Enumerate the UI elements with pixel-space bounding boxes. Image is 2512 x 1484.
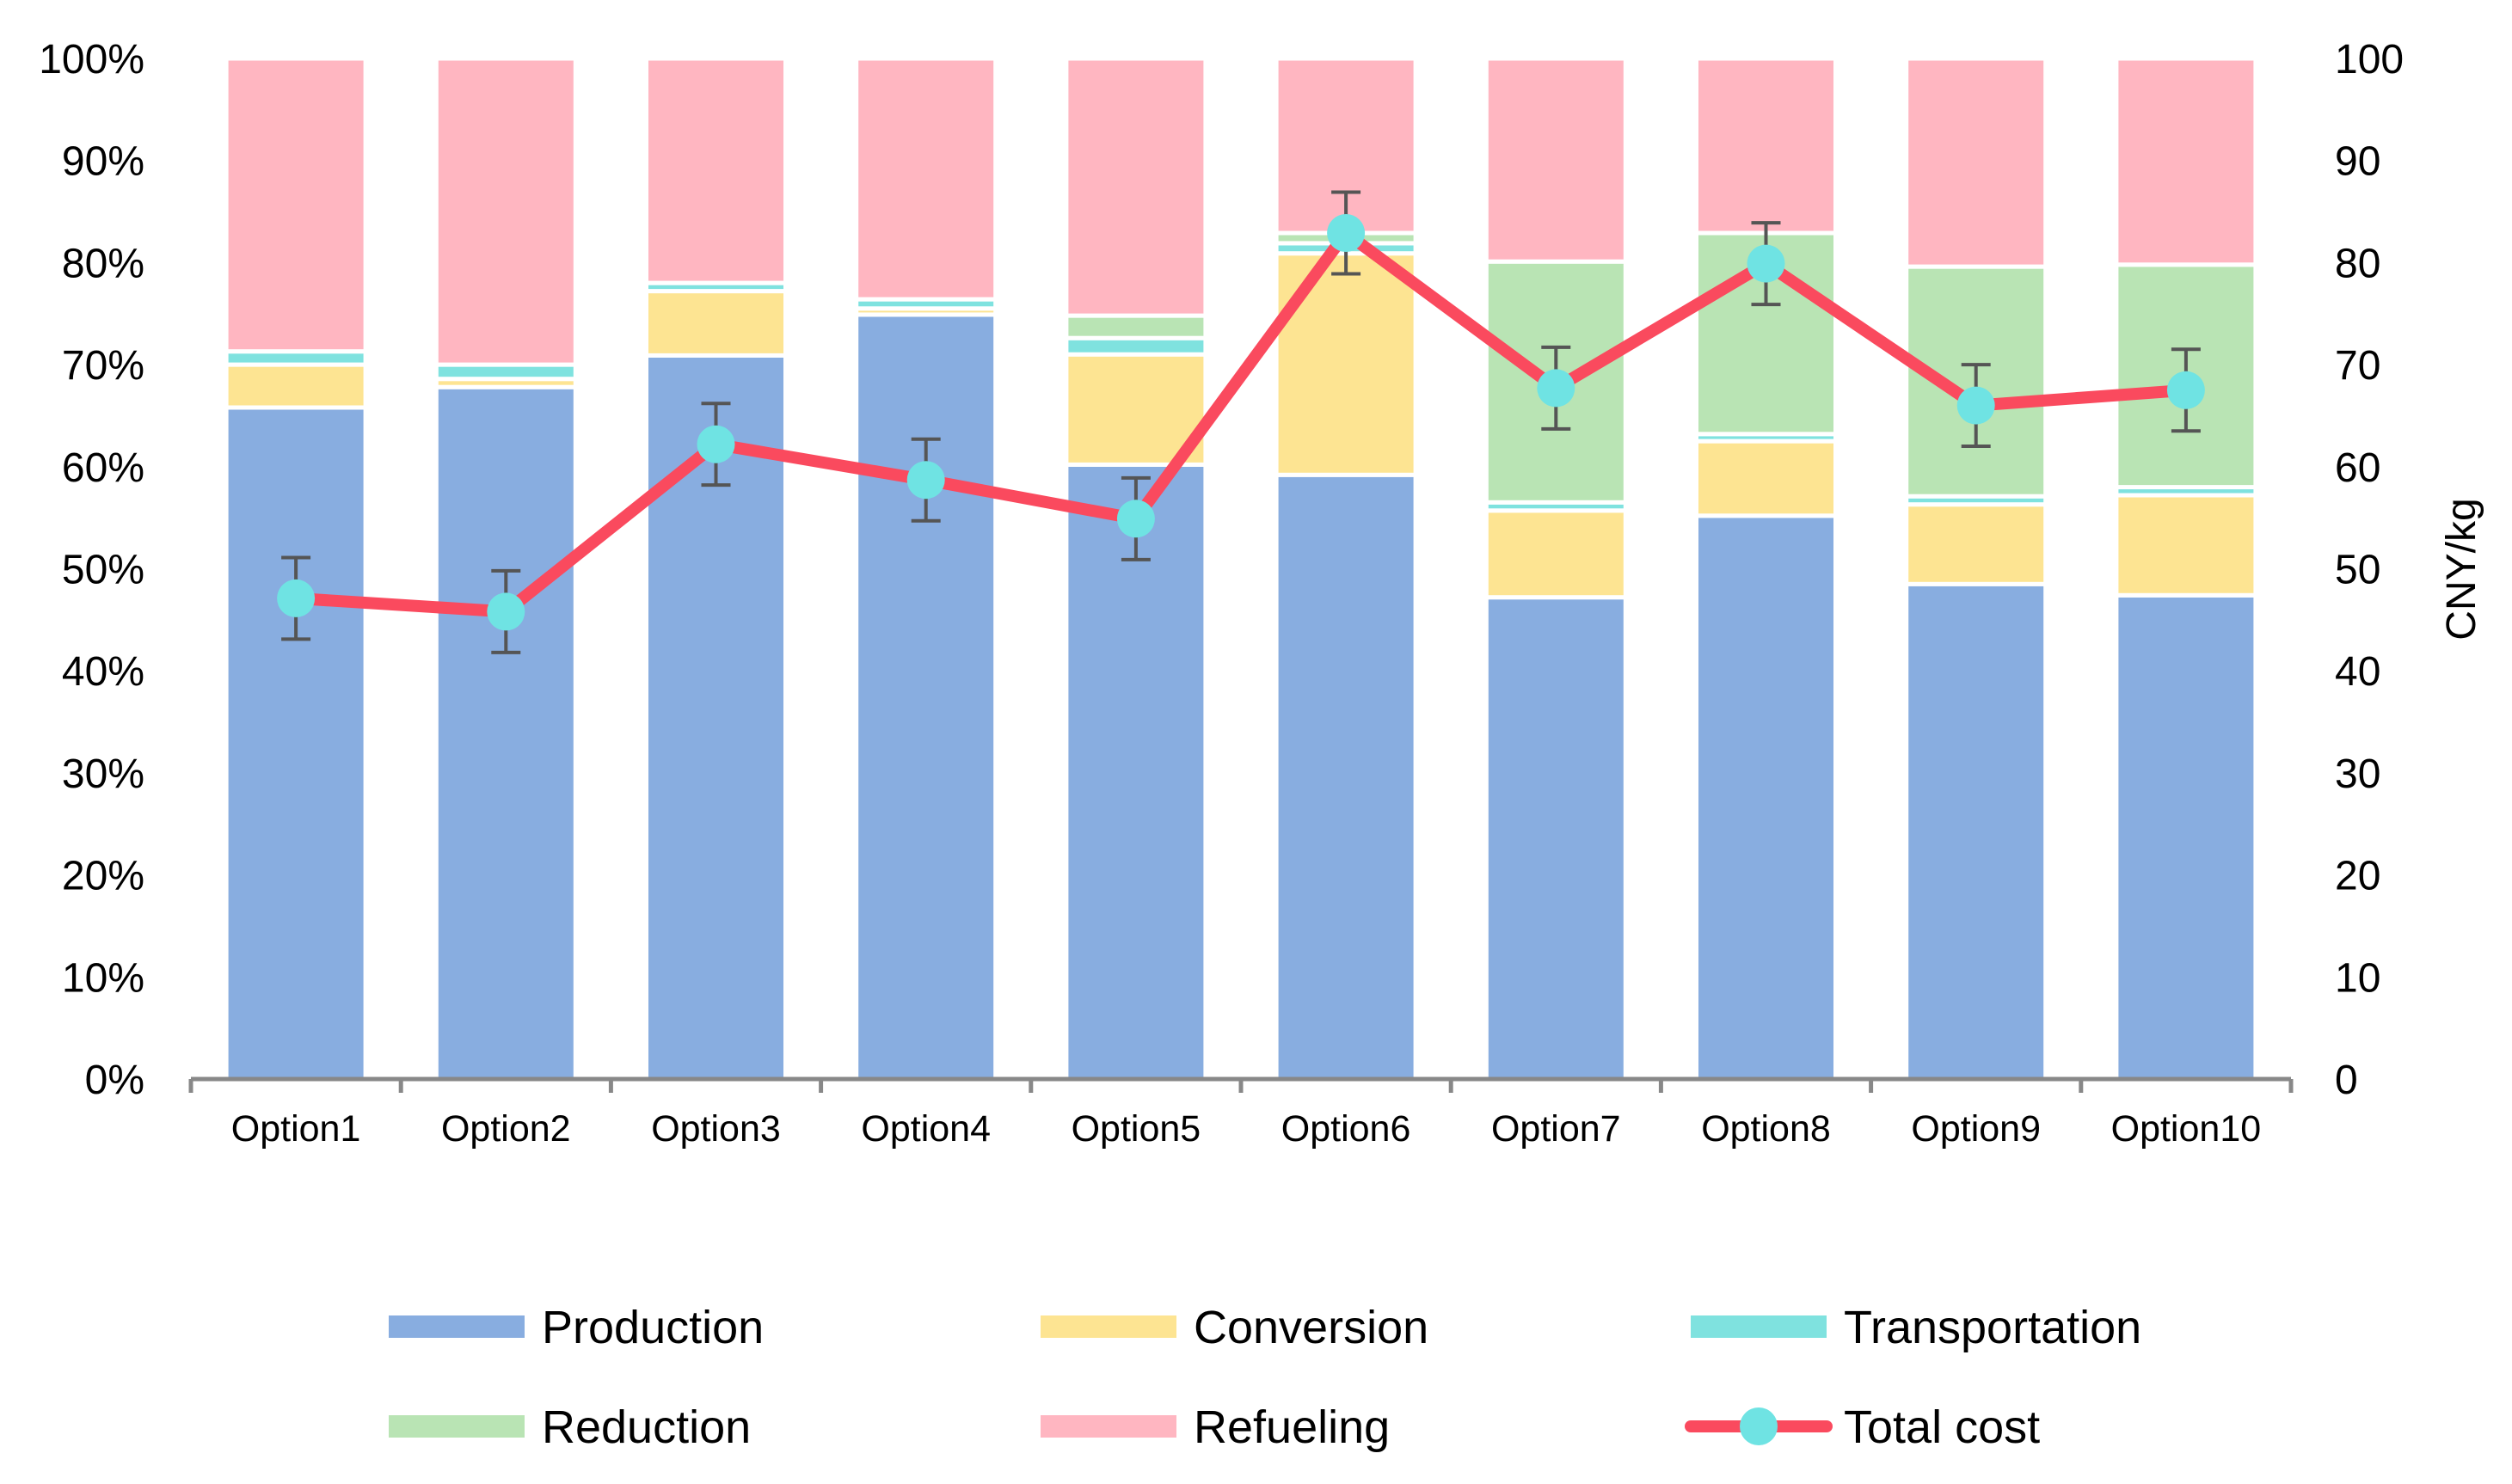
bar-segment-conversion-option8 (1694, 438, 1838, 518)
total-cost-point-option4 (906, 461, 945, 500)
total-cost-point-option9 (1956, 386, 1995, 425)
y-left-tick-label: 50% (62, 548, 144, 593)
bar-segment-refueling-option1 (224, 56, 368, 354)
y-right-tick-label: 50 (2335, 548, 2380, 593)
y-right-tick-label: 10 (2335, 955, 2380, 1001)
y-right-tick-label: 20 (2335, 854, 2380, 899)
x-tick-label-option10: Option10 (2111, 1108, 2262, 1150)
total-cost-point-option8 (1747, 244, 1785, 283)
total-cost-point-option10 (2166, 371, 2205, 409)
bar-segment-production-option4 (854, 312, 998, 1082)
legend-production-swatch (389, 1315, 525, 1338)
legend-reduction-label: Reduction (542, 1401, 751, 1453)
bar-segment-production-option10 (2114, 592, 2258, 1082)
bar-segment-reduction-option5 (1064, 313, 1208, 340)
legend-total-cost-label: Total cost (1844, 1401, 2040, 1453)
y-left-tick-label: 80% (62, 241, 144, 286)
bar-segment-refueling-option9 (1904, 56, 2048, 269)
bar-segment-refueling-option10 (2114, 56, 2258, 267)
bar-segment-conversion-option7 (1483, 508, 1628, 600)
total-cost-line-layer (277, 190, 2205, 654)
bar-segment-production-option8 (1694, 513, 1838, 1082)
bar-segment-conversion-option10 (2114, 493, 2258, 598)
y-left-tick-label: 20% (62, 854, 144, 899)
bar-segment-refueling-option8 (1694, 56, 1838, 236)
bar-segment-production-option6 (1274, 472, 1418, 1082)
legend: Production Conversion Transportation Reduct… (389, 1302, 2141, 1453)
bar-segment-production-option7 (1483, 595, 1628, 1082)
bar-segment-conversion-option3 (644, 289, 788, 358)
legend-refueling-label: Refueling (1194, 1401, 1390, 1453)
bar-segment-refueling-option2 (433, 56, 578, 367)
bar-segment-production-option1 (224, 405, 368, 1082)
total-cost-line (290, 227, 2192, 618)
y-right-axis-title: CNY/kg (2439, 498, 2484, 640)
y-left-tick-label: 90% (62, 139, 144, 185)
bar-segment-production-option2 (433, 384, 578, 1082)
y-right-tick-label: 0 (2335, 1058, 2358, 1103)
y-right-tick-label: 90 (2335, 139, 2380, 185)
bar-segment-conversion-option6 (1274, 251, 1418, 477)
x-tick-label-option2: Option2 (441, 1108, 571, 1150)
legend-conversion-label: Conversion (1194, 1302, 1428, 1353)
bar-segment-production-option9 (1904, 581, 2048, 1082)
total-cost-point-option3 (697, 425, 735, 463)
y-right-tick-label: 60 (2335, 445, 2380, 491)
x-tick-label-option5: Option5 (1072, 1108, 1201, 1150)
y-right-tick-label: 70 (2335, 343, 2380, 389)
bar-segment-transportation-option5 (1064, 335, 1208, 357)
legend-transportation-label: Transportation (1844, 1302, 2141, 1353)
x-tick-label-option9: Option9 (1911, 1108, 2041, 1150)
y-left-tick-label: 40% (62, 649, 144, 695)
bar-segment-refueling-option4 (854, 56, 998, 302)
total-cost-point-option2 (487, 592, 525, 631)
y-right-tick-label: 40 (2335, 649, 2380, 695)
y-right-tick-label: 30 (2335, 751, 2380, 797)
total-cost-point-option1 (277, 579, 316, 617)
legend-reduction-swatch (389, 1415, 525, 1438)
total-cost-point-option6 (1327, 214, 1366, 252)
y-right-tick-label: 80 (2335, 241, 2380, 286)
bar-segment-conversion-option1 (224, 362, 368, 410)
x-tick-label-option6: Option6 (1281, 1108, 1411, 1150)
legend-total-cost-swatch-marker (1740, 1407, 1778, 1445)
x-tick-label-option4: Option4 (861, 1108, 991, 1150)
x-tick-label-option7: Option7 (1491, 1108, 1621, 1150)
bar-segment-refueling-option5 (1064, 56, 1208, 318)
y-left-tick-label: 70% (62, 343, 144, 389)
bar-segment-refueling-option3 (644, 56, 788, 285)
legend-transportation-swatch (1691, 1315, 1827, 1338)
bar-segment-conversion-option9 (1904, 502, 2048, 586)
y-left-tick-label: 60% (62, 445, 144, 491)
y-left-tick-label: 30% (62, 751, 144, 797)
x-tick-label-option1: Option1 (231, 1108, 361, 1150)
legend-production-label: Production (542, 1302, 764, 1353)
total-cost-point-option7 (1537, 369, 1575, 408)
y-left-tick-label: 10% (62, 955, 144, 1001)
total-cost-point-option5 (1116, 500, 1155, 538)
x-tick-label-option8: Option8 (1701, 1108, 1831, 1150)
x-tick-label-option3: Option3 (651, 1108, 781, 1150)
y-left-tick-label: 100% (39, 37, 144, 83)
y-left-tick-label: 0% (85, 1058, 144, 1103)
y-right-tick-label: 100 (2335, 37, 2404, 83)
axes-layer: Option1 Option2 Option3 Option4 Option5 Optio… (39, 37, 2484, 1150)
bar-segment-refueling-option7 (1483, 56, 1628, 264)
bar-layer (224, 56, 2258, 1082)
legend-refueling-swatch (1041, 1415, 1176, 1438)
bar-segment-production-option5 (1064, 462, 1208, 1082)
legend-conversion-swatch (1041, 1315, 1176, 1338)
